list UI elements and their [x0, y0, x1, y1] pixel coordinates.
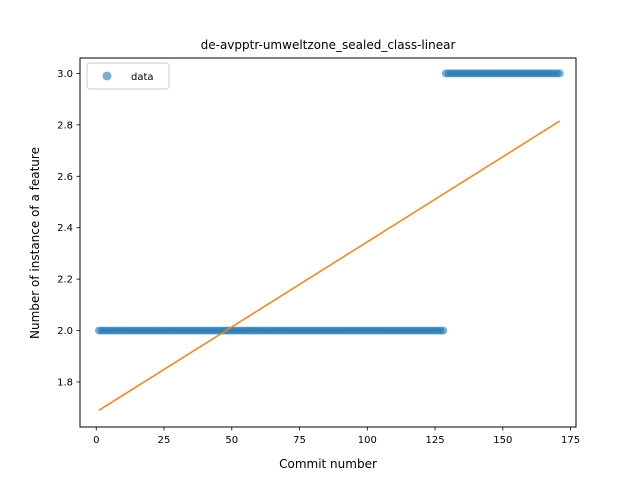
x-axis-title: Commit number	[279, 457, 377, 471]
y-tick-label: 2.8	[57, 120, 73, 131]
y-tick-label: 2.2	[57, 275, 73, 286]
x-tick-label: 175	[561, 435, 580, 446]
y-tick-label: 2.0	[57, 326, 73, 337]
y-axis-title: Number of instance of a feature	[28, 147, 42, 339]
chart-title: de-avpptr-umweltzone_sealed_class-linear	[201, 38, 456, 52]
y-tick-label: 3.0	[57, 69, 73, 80]
x-tick-label: 50	[225, 435, 238, 446]
linear-fit-line	[98, 120, 561, 411]
y-tick-label: 2.4	[57, 223, 73, 234]
legend-marker-data	[102, 71, 112, 81]
axis-ticks: 0 25 50 75 100 125 150 175 1.8 2.0 2.2 2.4 2.6 2.8 3.0	[57, 69, 580, 446]
x-tick-label: 0	[93, 435, 99, 446]
y-tick-label: 2.6	[57, 172, 73, 183]
data-point	[439, 326, 448, 335]
plot-area	[94, 69, 564, 411]
x-tick-label: 100	[358, 435, 377, 446]
legend-box	[86, 62, 170, 90]
y-tick-label: 1.8	[57, 378, 73, 389]
legend-label-data: data	[131, 72, 154, 83]
legend: data	[86, 62, 170, 90]
data-point	[555, 69, 564, 78]
plot-frame	[79, 57, 577, 428]
x-tick-label: 150	[493, 435, 512, 446]
x-tick-label: 125	[426, 435, 445, 446]
x-tick-label: 25	[158, 435, 171, 446]
x-tick-label: 75	[293, 435, 306, 446]
